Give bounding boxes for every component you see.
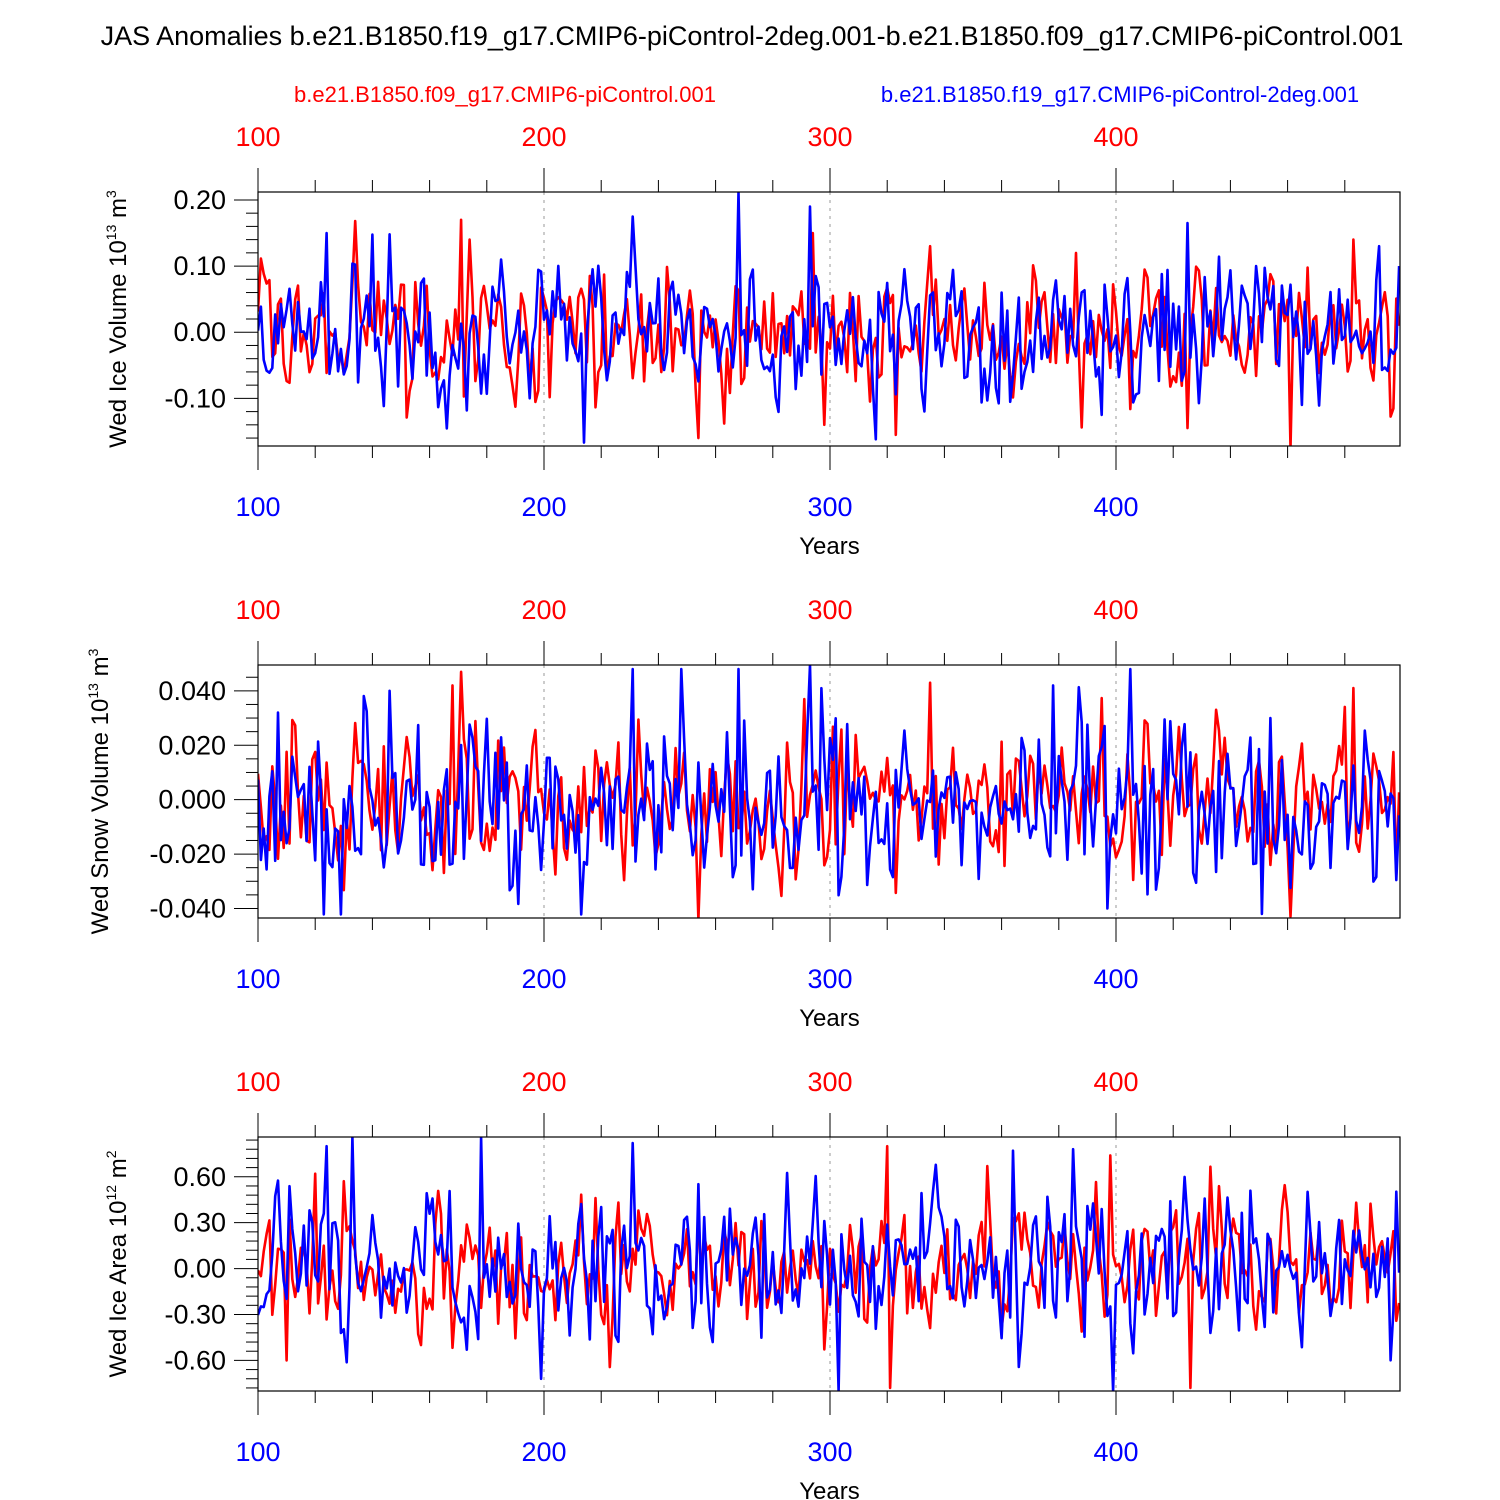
panel-snow-volume: 100 100 200 200 300 300 400 400 Years -0.040 -0.02… <box>85 595 1401 1032</box>
x-tick-label-bottom: 300 <box>807 964 852 994</box>
plot-frame <box>257 1136 1401 1392</box>
x-tick-label-bottom: 300 <box>807 492 852 522</box>
x-tick-label-bottom: 100 <box>235 964 280 994</box>
panel-ice-area: 100 100 200 200 300 300 400 400 Years -0.60 -0.30 0… <box>103 1067 1401 1500</box>
series-line-case-b <box>258 665 1400 916</box>
y-tick-label: 0.020 <box>158 730 226 760</box>
x-tick-label-bottom: 400 <box>1093 1437 1138 1467</box>
y-tick-label: -0.020 <box>149 839 226 869</box>
series-line-case-b <box>258 1137 1400 1391</box>
x-tick-label-bottom: 400 <box>1093 492 1138 522</box>
x-tick-label-top: 200 <box>521 595 566 625</box>
x-tick-label-bottom: 200 <box>521 492 566 522</box>
x-tick-label-top: 400 <box>1093 122 1138 152</box>
x-tick-label-top: 300 <box>807 1067 852 1097</box>
x-tick-label-top: 400 <box>1093 595 1138 625</box>
figure-title: JAS Anomalies b.e21.B1850.f19_g17.CMIP6-… <box>101 21 1404 51</box>
y-tick-label: 0.30 <box>173 1208 226 1238</box>
x-axis-title: Years <box>799 533 860 560</box>
y-tick-label: 0.040 <box>158 676 226 706</box>
y-axis-label: Wed Ice Volume 1013 m3 <box>103 190 132 448</box>
x-tick-label-top: 300 <box>807 122 852 152</box>
y-axis-label: Wed Ice Area 1012 m2 <box>103 1150 132 1377</box>
x-tick-label-bottom: 300 <box>807 1437 852 1467</box>
x-axis-title: Years <box>799 1005 860 1032</box>
x-tick-label-top: 100 <box>235 122 280 152</box>
x-tick-label-bottom: 400 <box>1093 964 1138 994</box>
x-tick-label-bottom: 100 <box>235 1437 280 1467</box>
plot-frame <box>257 664 1401 919</box>
legend-case-a: b.e21.B1850.f09_g17.CMIP6-piControl.001 <box>294 82 716 107</box>
x-tick-label-top: 200 <box>521 122 566 152</box>
x-axis-title: Years <box>799 1478 860 1500</box>
series-line-case-a <box>258 218 1400 446</box>
y-tick-label: 0.00 <box>173 1254 226 1284</box>
x-tick-label-top: 100 <box>235 1067 280 1097</box>
x-tick-label-bottom: 200 <box>521 964 566 994</box>
y-tick-label: 0.00 <box>173 317 226 347</box>
y-tick-label: 0.000 <box>158 785 226 815</box>
y-tick-label: -0.30 <box>164 1299 226 1329</box>
panel-ice-volume: 100 100 200 200 300 300 400 400 Years -0.10 0.00 0.… <box>103 122 1401 560</box>
y-tick-label: 0.10 <box>173 251 226 281</box>
y-tick-label: -0.10 <box>164 383 226 413</box>
y-tick-label: -0.040 <box>149 893 226 923</box>
legend-case-b: b.e21.B1850.f19_g17.CMIP6-piControl-2deg… <box>881 82 1359 107</box>
y-tick-label: 0.20 <box>173 185 226 215</box>
y-tick-label: 0.60 <box>173 1162 226 1192</box>
y-tick-label: -0.60 <box>164 1345 226 1375</box>
x-tick-label-top: 300 <box>807 595 852 625</box>
x-tick-label-bottom: 200 <box>521 1437 566 1467</box>
x-tick-label-top: 200 <box>521 1067 566 1097</box>
x-tick-label-top: 400 <box>1093 1067 1138 1097</box>
series-line-case-b <box>258 192 1400 444</box>
x-tick-label-bottom: 100 <box>235 492 280 522</box>
y-axis-label: Wed Snow Volume 1013 m3 <box>85 648 114 934</box>
x-tick-label-top: 100 <box>235 595 280 625</box>
